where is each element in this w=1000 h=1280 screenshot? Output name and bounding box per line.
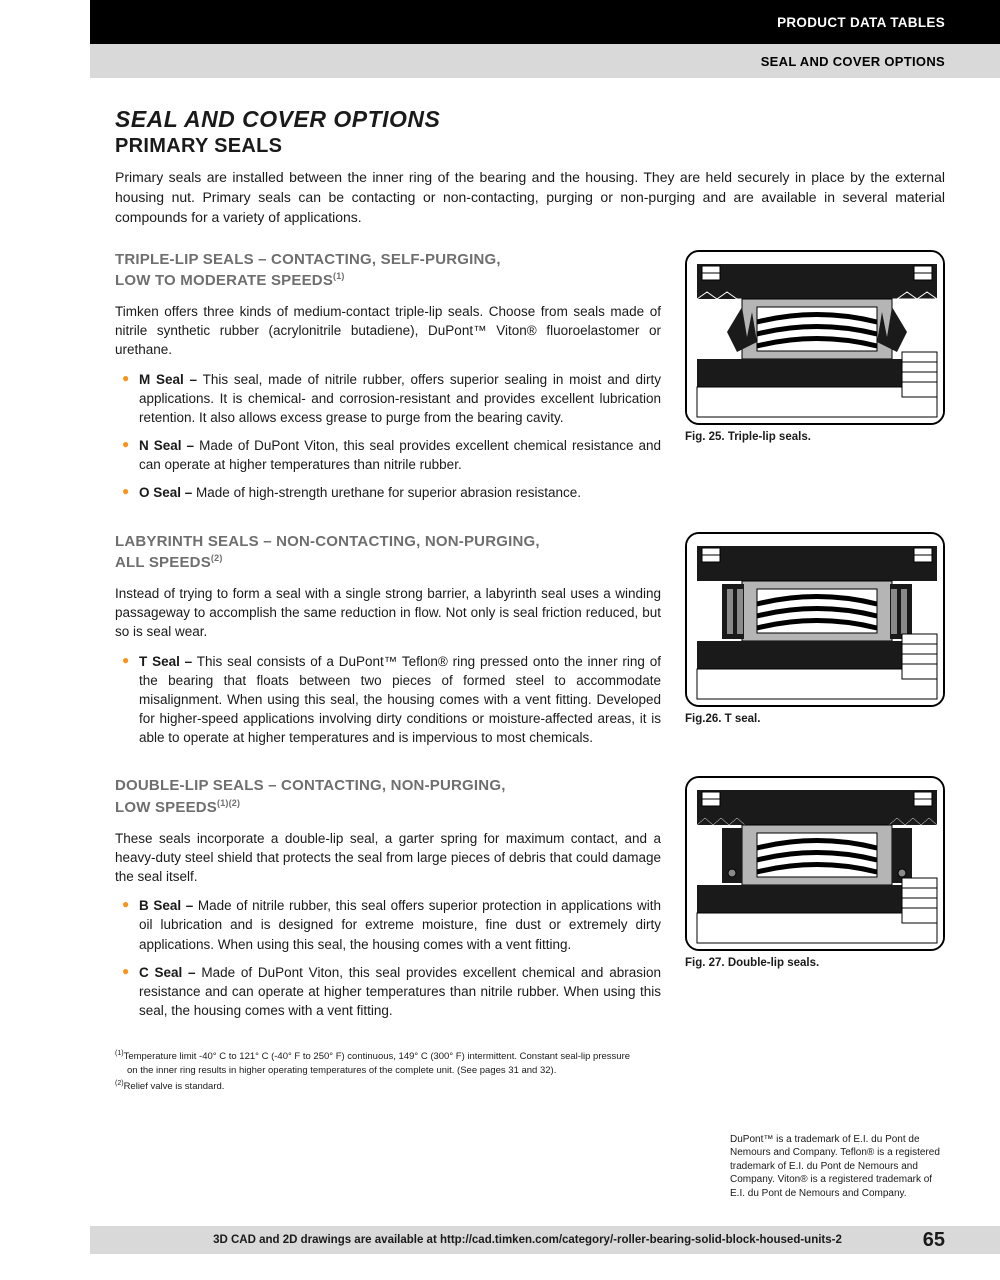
heading-labyrinth: LABYRINTH SEALS – NON-CONTACTING, NON-PU… bbox=[115, 532, 661, 574]
double-lip-diagram-icon bbox=[687, 778, 945, 951]
list-item: C Seal – Made of DuPont Viton, this seal… bbox=[115, 963, 661, 1020]
list-item: M Seal – This seal, made of nitrile rubb… bbox=[115, 370, 661, 427]
trademark-notice: DuPont™ is a trademark of E.I. du Pont d… bbox=[730, 1133, 945, 1201]
page-number: 65 bbox=[923, 1229, 945, 1252]
figure-27-caption: Fig. 27. Double-lip seals. bbox=[685, 957, 945, 969]
figure-25 bbox=[685, 250, 945, 425]
para-triple: Timken offers three kinds of medium-cont… bbox=[115, 302, 661, 359]
t-seal-diagram-icon bbox=[687, 534, 945, 707]
header-black-text: PRODUCT DATA TABLES bbox=[777, 15, 945, 30]
section-triple-lip: TRIPLE-LIP SEALS – CONTACTING, SELF-PURG… bbox=[115, 250, 945, 512]
header-black-bar: PRODUCT DATA TABLES bbox=[90, 0, 1000, 44]
header-gray-text: SEAL AND COVER OPTIONS bbox=[761, 54, 945, 69]
list-double: B Seal – Made of nitrile rubber, this se… bbox=[115, 896, 661, 1020]
list-item: B Seal – Made of nitrile rubber, this se… bbox=[115, 896, 661, 953]
footer-bar: 3D CAD and 2D drawings are available at … bbox=[90, 1226, 1000, 1254]
page-content: SEAL AND COVER OPTIONS PRIMARY SEALS Pri… bbox=[0, 78, 1000, 1094]
list-item: N Seal – Made of DuPont Viton, this seal… bbox=[115, 436, 661, 474]
list-item: T Seal – This seal consists of a DuPont™… bbox=[115, 652, 661, 748]
figure-25-caption: Fig. 25. Triple-lip seals. bbox=[685, 431, 945, 443]
para-double: These seals incorporate a double-lip sea… bbox=[115, 829, 661, 886]
para-labyrinth: Instead of trying to form a seal with a … bbox=[115, 584, 661, 641]
list-triple: M Seal – This seal, made of nitrile rubb… bbox=[115, 370, 661, 503]
footnote-2: (2)Relief valve is standard. bbox=[115, 1079, 645, 1094]
intro-paragraph: Primary seals are installed between the … bbox=[115, 168, 945, 228]
figure-26 bbox=[685, 532, 945, 707]
list-labyrinth: T Seal – This seal consists of a DuPont™… bbox=[115, 652, 661, 748]
footer-text: 3D CAD and 2D drawings are available at … bbox=[110, 1234, 945, 1246]
section-labyrinth: LABYRINTH SEALS – NON-CONTACTING, NON-PU… bbox=[115, 532, 945, 757]
heading-triple: TRIPLE-LIP SEALS – CONTACTING, SELF-PURG… bbox=[115, 250, 661, 292]
footnote-1: (1)Temperature limit -40° C to 121° C (-… bbox=[115, 1049, 645, 1064]
figure-26-caption: Fig.26. T seal. bbox=[685, 713, 945, 725]
title-main: SEAL AND COVER OPTIONS bbox=[115, 106, 945, 133]
figure-27 bbox=[685, 776, 945, 951]
header-gray-bar: SEAL AND COVER OPTIONS bbox=[90, 44, 1000, 78]
section-double-lip: DOUBLE-LIP SEALS – CONTACTING, NON-PURGI… bbox=[115, 776, 945, 1029]
title-sub: PRIMARY SEALS bbox=[115, 135, 945, 158]
heading-double: DOUBLE-LIP SEALS – CONTACTING, NON-PURGI… bbox=[115, 776, 661, 818]
triple-lip-diagram-icon bbox=[687, 252, 945, 425]
footnotes: (1)Temperature limit -40° C to 121° C (-… bbox=[115, 1049, 945, 1094]
list-item: O Seal – Made of high-strength urethane … bbox=[115, 483, 661, 502]
